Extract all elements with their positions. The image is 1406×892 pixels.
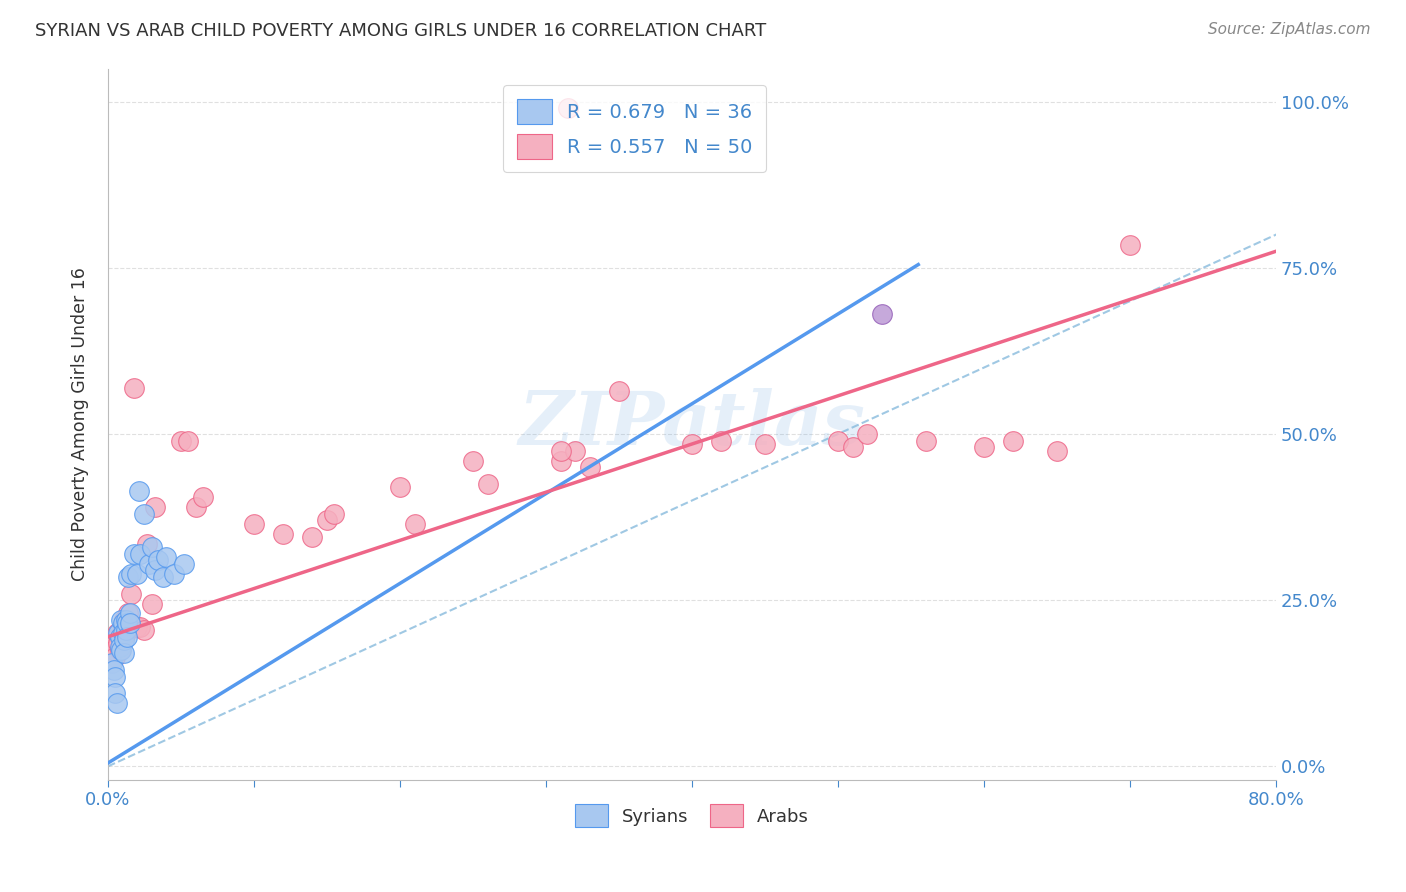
Point <box>115 616 138 631</box>
Point <box>104 686 127 700</box>
Point <box>118 616 141 631</box>
Point <box>103 643 125 657</box>
Point <box>111 630 134 644</box>
Point <box>550 453 572 467</box>
Point <box>122 547 145 561</box>
Y-axis label: Child Poverty Among Girls Under 16: Child Poverty Among Girls Under 16 <box>72 267 89 581</box>
Point <box>122 380 145 394</box>
Text: ZIPatlas: ZIPatlas <box>519 388 866 460</box>
Point <box>134 623 156 637</box>
Point <box>477 476 499 491</box>
Point <box>1119 237 1142 252</box>
Point <box>170 434 193 448</box>
Point <box>120 566 142 581</box>
Point <box>138 557 160 571</box>
Point <box>323 507 346 521</box>
Point <box>128 483 150 498</box>
Point <box>112 646 135 660</box>
Point <box>118 607 141 621</box>
Point <box>827 434 849 448</box>
Point <box>243 516 266 531</box>
Point <box>191 490 214 504</box>
Point <box>564 443 586 458</box>
Point <box>710 434 733 448</box>
Point <box>117 570 139 584</box>
Point <box>754 437 776 451</box>
Point <box>184 500 207 515</box>
Legend: Syrians, Arabs: Syrians, Arabs <box>568 797 815 835</box>
Text: Source: ZipAtlas.com: Source: ZipAtlas.com <box>1208 22 1371 37</box>
Point <box>108 630 131 644</box>
Point <box>155 549 177 564</box>
Point <box>112 633 135 648</box>
Point <box>129 620 152 634</box>
Point <box>461 453 484 467</box>
Text: SYRIAN VS ARAB CHILD POVERTY AMONG GIRLS UNDER 16 CORRELATION CHART: SYRIAN VS ARAB CHILD POVERTY AMONG GIRLS… <box>35 22 766 40</box>
Point <box>111 620 134 634</box>
Point <box>1046 443 1069 458</box>
Point <box>607 384 630 398</box>
Point <box>141 540 163 554</box>
Point <box>301 530 323 544</box>
Point <box>141 597 163 611</box>
Point <box>1002 434 1025 448</box>
Point <box>114 626 136 640</box>
Point <box>914 434 936 448</box>
Point <box>107 636 129 650</box>
Point <box>316 513 339 527</box>
Point <box>117 607 139 621</box>
Point <box>107 626 129 640</box>
Point <box>129 547 152 561</box>
Point <box>136 537 159 551</box>
Point <box>108 643 131 657</box>
Point <box>115 616 138 631</box>
Point <box>114 613 136 627</box>
Point <box>115 630 138 644</box>
Point <box>127 620 149 634</box>
Point <box>101 657 124 671</box>
Point <box>111 626 134 640</box>
Point <box>111 616 134 631</box>
Point <box>105 696 128 710</box>
Point <box>163 566 186 581</box>
Point <box>578 460 600 475</box>
Point <box>112 613 135 627</box>
Point <box>973 440 995 454</box>
Point <box>856 427 879 442</box>
Point <box>841 440 863 454</box>
Point <box>108 640 131 654</box>
Point <box>388 480 411 494</box>
Point <box>550 443 572 458</box>
Point <box>134 507 156 521</box>
Point <box>152 570 174 584</box>
Point <box>681 437 703 451</box>
Point <box>143 500 166 515</box>
Point <box>870 307 893 321</box>
Point <box>118 616 141 631</box>
Point <box>146 553 169 567</box>
Point <box>104 670 127 684</box>
Point <box>143 563 166 577</box>
Point <box>271 526 294 541</box>
Point <box>104 649 127 664</box>
Point <box>110 643 132 657</box>
Point <box>127 566 149 581</box>
Point <box>404 516 426 531</box>
Point <box>103 663 125 677</box>
Point <box>177 434 200 448</box>
Point <box>557 102 579 116</box>
Point <box>105 626 128 640</box>
Point <box>101 633 124 648</box>
Point <box>120 586 142 600</box>
Point <box>110 613 132 627</box>
Point <box>114 623 136 637</box>
Point <box>173 557 195 571</box>
